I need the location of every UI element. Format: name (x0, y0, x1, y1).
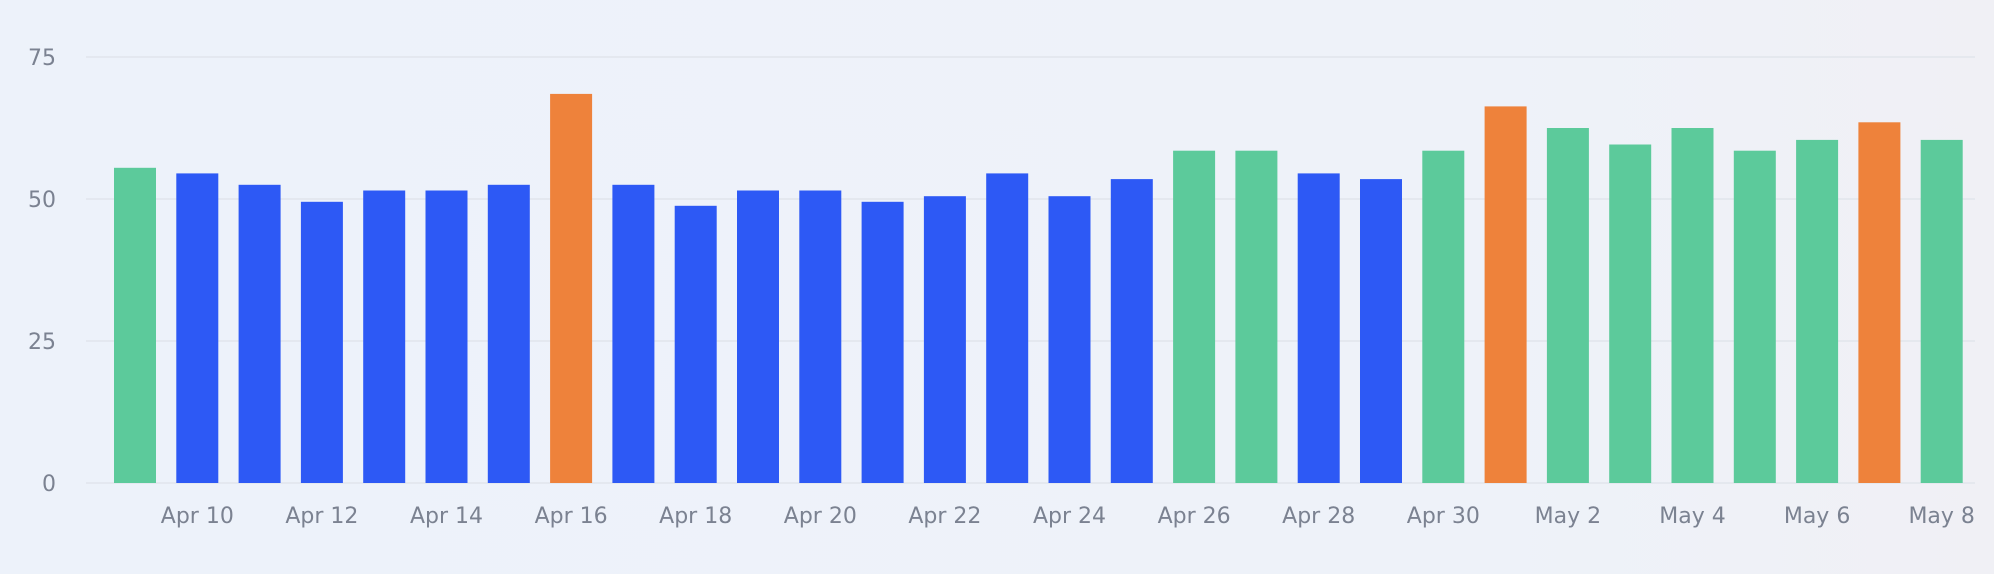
bar-apr-18[interactable] (674, 205, 717, 484)
x-tick-label: Apr 12 (285, 504, 358, 529)
x-tick-label: Apr 10 (161, 504, 234, 529)
bar-may-6[interactable] (1796, 139, 1839, 483)
bar-apr-26[interactable] (1173, 150, 1216, 483)
bar-apr-19[interactable] (737, 190, 779, 484)
bar-apr-12[interactable] (300, 201, 343, 484)
x-tick-label: Apr 14 (410, 504, 483, 529)
bar-apr-16[interactable] (550, 93, 593, 484)
bar-apr-27[interactable] (1235, 150, 1278, 483)
x-tick-label: Apr 24 (1033, 504, 1106, 529)
x-tick-label: Apr 22 (908, 504, 981, 529)
x-tick-label: Apr 26 (1158, 504, 1231, 529)
bar-may-4[interactable] (1671, 128, 1714, 483)
bar-may-3[interactable] (1609, 144, 1652, 484)
bar-apr-11[interactable] (238, 184, 281, 484)
x-tick-label: Apr 18 (659, 504, 732, 529)
x-tick-label: Apr 16 (535, 504, 608, 529)
bar-apr-30[interactable] (1422, 150, 1465, 483)
bar-apr-14[interactable] (425, 190, 468, 484)
bar-apr-15[interactable] (487, 184, 530, 484)
x-tick-label: May 8 (1908, 504, 1974, 529)
bar-may-7[interactable] (1858, 122, 1901, 484)
x-axis: Apr 10 Apr 12 Apr 14 Apr 16 Apr 18 Apr 20 Apr … (161, 504, 1975, 529)
bar-apr-22[interactable] (923, 196, 966, 483)
y-tick-label: 0 (42, 472, 56, 497)
y-tick-label: 50 (28, 188, 56, 213)
bar-may-2[interactable] (1546, 128, 1589, 483)
y-tick-label: 75 (28, 46, 56, 71)
x-tick-label: May 4 (1659, 504, 1725, 529)
bar-may-5[interactable] (1733, 150, 1776, 483)
bar-apr-10[interactable] (176, 173, 219, 483)
bar-may-1[interactable] (1484, 106, 1527, 484)
bar-apr-25[interactable] (1110, 179, 1153, 483)
x-tick-label: May 2 (1535, 504, 1601, 529)
x-tick-label: Apr 20 (784, 504, 857, 529)
x-tick-label: Apr 28 (1282, 504, 1355, 529)
bar-apr-23[interactable] (986, 173, 1029, 483)
x-tick-label: May 6 (1784, 504, 1850, 529)
y-axis: 0 25 50 75 (28, 46, 56, 497)
bar-apr-9[interactable] (114, 167, 156, 484)
bar-apr-28[interactable] (1297, 173, 1340, 483)
y-tick-label: 25 (28, 330, 56, 355)
bar-may-8[interactable] (1920, 139, 1963, 483)
bar-apr-20[interactable] (799, 190, 842, 484)
bar-apr-24[interactable] (1048, 196, 1091, 483)
bar-apr-17[interactable] (612, 184, 655, 484)
bar-apr-21[interactable] (861, 201, 904, 484)
bar-apr-13[interactable] (363, 190, 406, 484)
x-tick-label: Apr 30 (1407, 504, 1480, 529)
bars (114, 93, 1963, 484)
bar-apr-29[interactable] (1360, 179, 1402, 483)
